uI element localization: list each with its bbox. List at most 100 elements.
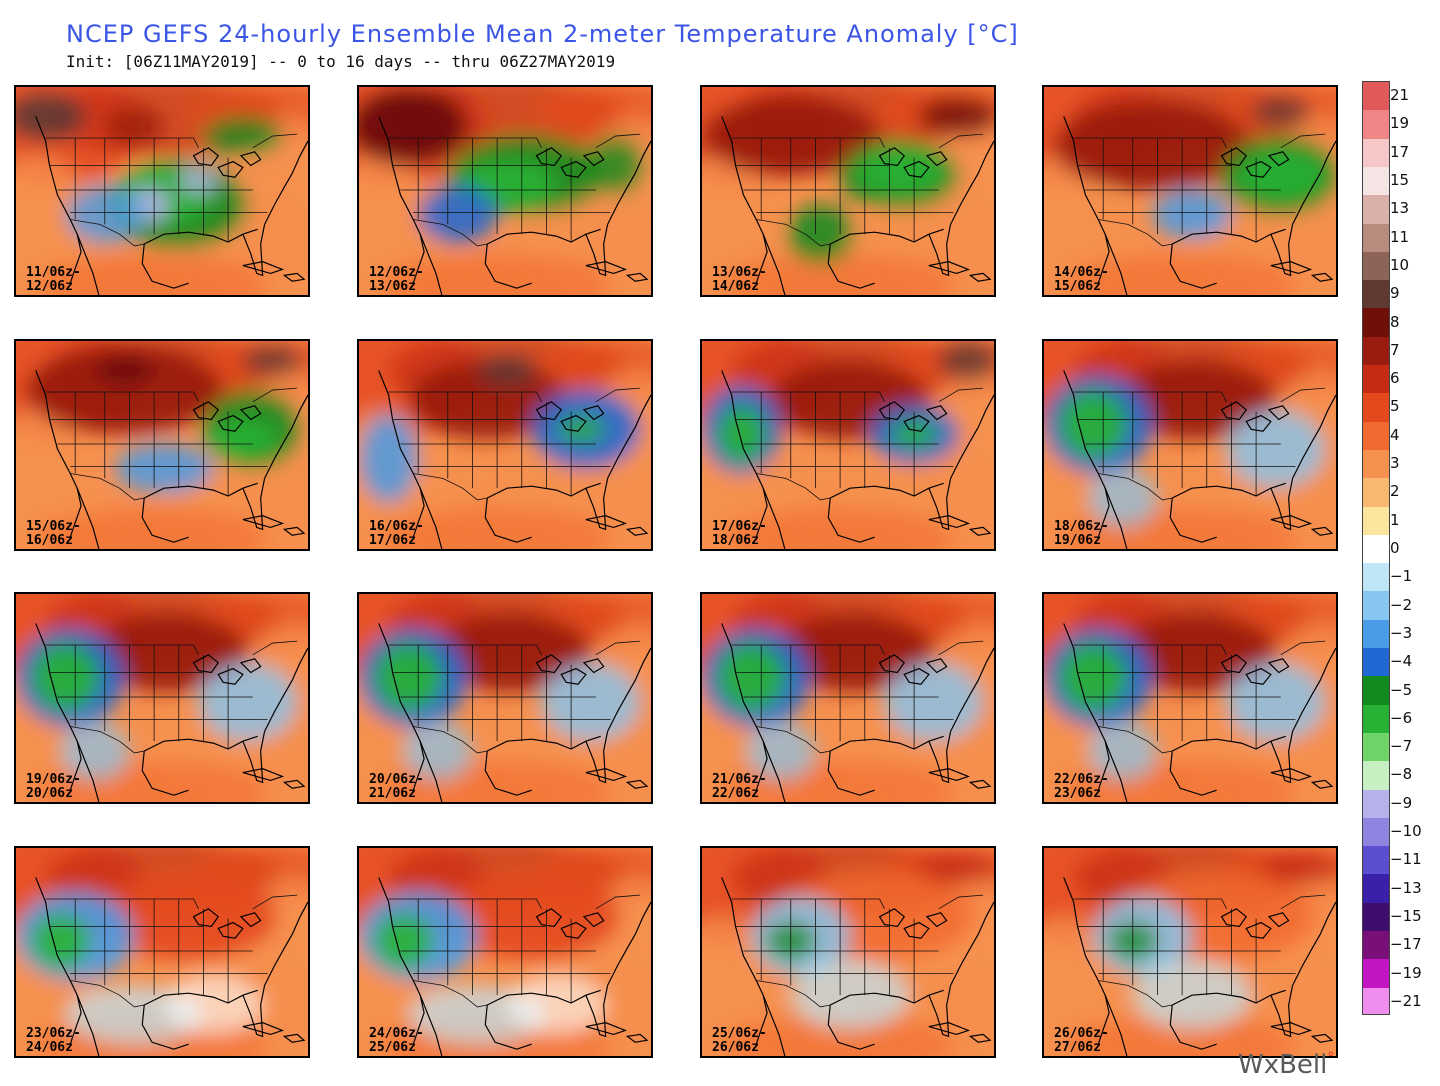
legend-tick-label: 2 (1390, 482, 1400, 501)
coastline (607, 901, 651, 986)
panel-date-label: 18/06z- 19/06z (1054, 520, 1109, 548)
coastline (878, 654, 906, 674)
coastline (69, 995, 82, 1045)
coastline (755, 234, 768, 284)
coastline (141, 1004, 189, 1050)
anomaly-field (16, 848, 308, 1056)
anomaly-region (1088, 468, 1158, 528)
political-border (1280, 640, 1326, 656)
panel-end-label: 26/06z (712, 1040, 759, 1055)
coastline (928, 768, 971, 782)
coastline (1245, 160, 1272, 178)
political-border (413, 473, 488, 501)
panel-date-label: 26/06z- 27/06z (1054, 1027, 1109, 1055)
legend-tick-label: 17 (1390, 142, 1410, 161)
panel-start-label: 24/06z- (369, 1026, 424, 1041)
panel-date-label: 17/06z- 18/06z (712, 520, 767, 548)
legend-swatch (1363, 138, 1389, 168)
coastline (1292, 901, 1336, 986)
legend-swatch (1363, 676, 1389, 706)
legend-tick-label: 7 (1390, 340, 1400, 359)
political-border (45, 898, 199, 910)
coastline (535, 654, 563, 674)
coastline (378, 877, 443, 1056)
anomaly-region (884, 662, 984, 742)
anomaly-region (721, 1014, 959, 1056)
coastline (950, 647, 994, 732)
coastline (607, 647, 651, 732)
panel-start-label: 23/06z- (26, 1026, 81, 1041)
political-border (1280, 894, 1326, 910)
coastline (378, 623, 443, 802)
anomaly-region (178, 165, 219, 195)
coastline (239, 658, 262, 674)
map-panel: 11/06z- 12/06z (14, 85, 310, 297)
coastline (1267, 912, 1290, 928)
coastline (242, 768, 285, 782)
anomaly-region (203, 116, 283, 156)
anomaly-region (114, 444, 214, 494)
legend-swatch (1363, 732, 1389, 762)
map-panel: 14/06z- 15/06z (1042, 85, 1338, 297)
coastline (141, 497, 189, 543)
panel-start-label: 26/06z- (1054, 1026, 1109, 1041)
anomaly-region (1152, 190, 1232, 240)
coastline (412, 995, 425, 1045)
coastline (829, 482, 944, 499)
panel-start-label: 21/06z- (712, 772, 767, 787)
legend-swatch (1363, 280, 1389, 309)
legend-swatch (1363, 648, 1389, 677)
coastline (192, 908, 220, 928)
political-border (756, 726, 831, 754)
panel-date-label: 15/06z- 16/06z (26, 520, 81, 548)
coastline (242, 731, 266, 784)
coastline (69, 488, 82, 538)
coastline (192, 147, 220, 167)
coastline (1063, 623, 1128, 802)
coastline (585, 224, 609, 277)
anomaly-map (16, 848, 308, 1056)
coastline (535, 147, 563, 167)
coastline (950, 140, 994, 225)
coastline (1292, 140, 1336, 225)
legend-tick-label: −13 (1390, 878, 1422, 897)
coastline (585, 985, 609, 1038)
panel-start-label: 22/06z- (1054, 772, 1109, 787)
map-panel: 18/06z- 19/06z (1042, 339, 1338, 551)
legend-tick-label: −6 (1390, 708, 1413, 727)
coastline (1171, 989, 1286, 1006)
political-border (70, 473, 145, 501)
coastline (69, 234, 82, 284)
coastline (968, 526, 992, 536)
legend-swatch (1363, 931, 1389, 960)
anomaly-region (1063, 253, 1301, 295)
anomaly-region (1236, 150, 1326, 200)
legend-swatch (1363, 846, 1389, 875)
anomaly-region (919, 852, 994, 883)
anomaly-map (16, 341, 308, 549)
coastline (535, 908, 563, 928)
coastline (585, 261, 628, 275)
legend-tick-label: −11 (1390, 850, 1422, 869)
coastline (582, 405, 605, 421)
legend-tick-label: 6 (1390, 369, 1400, 388)
coastline (1169, 1004, 1217, 1050)
panel-end-label: 25/06z (369, 1040, 416, 1055)
coastline (1267, 658, 1290, 674)
anomaly-map (702, 848, 994, 1056)
political-border (595, 640, 641, 656)
anomaly-region (938, 341, 994, 381)
political-border (413, 980, 488, 1008)
political-border (45, 391, 199, 403)
coastline (950, 901, 994, 986)
coastline (1169, 497, 1217, 543)
anomaly-region (746, 721, 816, 781)
anomaly-region (373, 643, 443, 712)
panel-start-label: 13/06z- (712, 265, 767, 280)
panel-start-label: 19/06z- (26, 772, 81, 787)
anomaly-region (208, 419, 278, 459)
anomaly-field (1044, 341, 1336, 549)
coastline (486, 735, 601, 752)
political-border (938, 387, 984, 403)
anomaly-map (359, 594, 651, 802)
